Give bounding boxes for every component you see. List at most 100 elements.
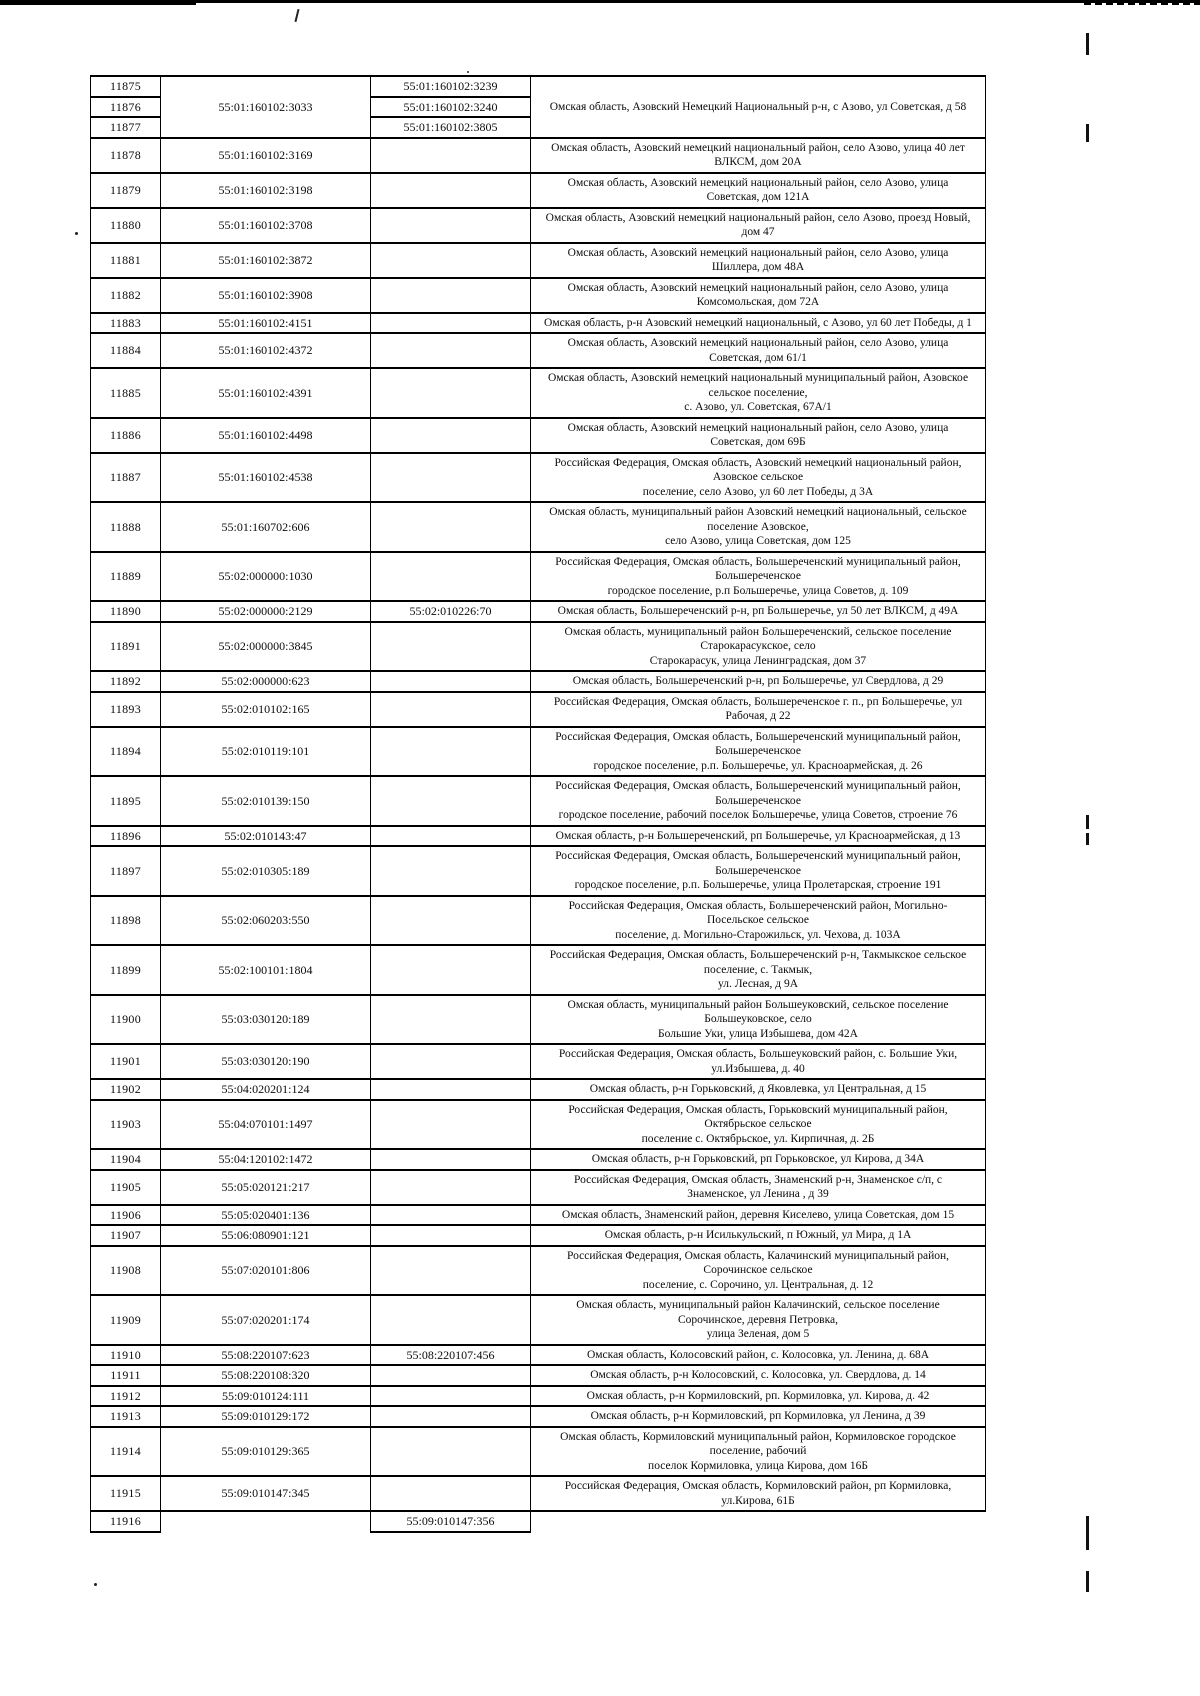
address-cell: Омская область, муниципальный район Боль… — [530, 620, 986, 672]
related-number-cell — [370, 332, 531, 369]
address-cell: Российская Федерация, Омская область, Ка… — [530, 1244, 986, 1296]
address-cell: Омская область, Азовский немецкий национ… — [530, 416, 986, 454]
table-row: 11895 55:02:010139:150 Российская Федераци… — [90, 775, 986, 827]
address-cell: Омская область, Большереченский р-н, рп … — [530, 600, 986, 623]
related-number-cell — [370, 1475, 531, 1512]
cadastral-number-cell: 55:02:010119:101 — [160, 725, 371, 777]
scan-edge-mark — [1086, 33, 1089, 55]
cadastral-number-cell: 55:09:010129:172 — [160, 1405, 371, 1428]
related-number-cell — [370, 1384, 531, 1407]
cadastral-number-cell: 55:03:030120:189 — [160, 993, 371, 1045]
cadastral-number-cell — [160, 1510, 371, 1532]
cadastral-number-cell: 55:02:010143:47 — [160, 824, 371, 847]
cadastral-number-cell: 55:01:160102:3169 — [160, 136, 371, 174]
table-row: 11888 55:01:160702:606 Омская область, мун… — [90, 501, 986, 553]
table-row: 11902 55:04:020201:124 Омская область, р-н… — [90, 1078, 986, 1101]
row-number-cell: 11891 — [90, 620, 161, 672]
scan-speck — [75, 232, 78, 235]
row-number-cell: 11886 — [90, 416, 161, 454]
row-number-cell: 11877 — [90, 116, 161, 139]
cadastral-number-cell: 55:01:160702:606 — [160, 501, 371, 553]
registry-table-container: 11875 55:01:160102:3033 55:01:160102:3239 О… — [90, 75, 986, 1533]
table-row: 11876 55:01:160102:3240 — [90, 95, 986, 118]
address-cell: Российская Федерация, Омская область, Бо… — [530, 845, 986, 897]
related-number-cell — [370, 311, 531, 334]
table-row: 11906 55:05:020401:136 Омская область, Зна… — [90, 1203, 986, 1226]
address-cell: Российская Федерация, Омская область, Аз… — [530, 451, 986, 503]
related-number-cell: 55:01:160102:3240 — [370, 95, 531, 118]
related-number-cell — [370, 1364, 531, 1387]
related-number-cell — [370, 416, 531, 454]
address-cell: Омская область, Азовский немецкий национ… — [530, 206, 986, 244]
row-number-cell: 11880 — [90, 206, 161, 244]
cadastral-number-cell: 55:05:020401:136 — [160, 1203, 371, 1226]
related-number-cell — [370, 845, 531, 897]
table-row: 11913 55:09:010129:172 Омская область, р-н… — [90, 1405, 986, 1428]
related-number-cell — [370, 206, 531, 244]
cadastral-number-cell: 55:02:000000:2129 — [160, 600, 371, 623]
address-cell: Омская область, р-н Кормиловский, рп Кор… — [530, 1405, 986, 1428]
address-cell: Омская область, Азовский немецкий национ… — [530, 367, 986, 419]
scan-dash-artifact — [1084, 0, 1200, 5]
row-number-cell: 11913 — [90, 1405, 161, 1428]
cadastral-number-cell: 55:09:010147:345 — [160, 1475, 371, 1512]
table-row: 11915 55:09:010147:345 Российская Федераци… — [90, 1475, 986, 1512]
address-cell: Российская Федерация, Омская область, Бо… — [530, 775, 986, 827]
related-number-cell — [370, 241, 531, 279]
cadastral-number-cell: 55:01:160102:3708 — [160, 206, 371, 244]
related-number-cell — [370, 501, 531, 553]
table-row: 11877 55:01:160102:3805 — [90, 116, 986, 139]
address-cell: Российская Федерация, Омская область, Бо… — [530, 725, 986, 777]
related-number-cell — [370, 1168, 531, 1206]
related-number-cell — [370, 1425, 531, 1477]
row-number-cell: 11883 — [90, 311, 161, 334]
related-number-cell — [370, 1148, 531, 1171]
related-number-cell — [370, 451, 531, 503]
cadastral-number-cell: 55:08:220108:320 — [160, 1364, 371, 1387]
table-row: 11889 55:02:000000:1030 Российская Федерац… — [90, 550, 986, 602]
row-number-cell: 11882 — [90, 276, 161, 314]
row-number-cell: 11894 — [90, 725, 161, 777]
address-cell: Российская Федерация, Омская область, Бо… — [530, 894, 986, 946]
table-row: 11885 55:01:160102:4391 Омская область, Аз… — [90, 367, 986, 419]
row-number-cell: 11884 — [90, 332, 161, 369]
row-number-cell: 11893 — [90, 690, 161, 728]
table-row: 11905 55:05:020121:217 Российская Федераци… — [90, 1168, 986, 1206]
related-number-cell — [370, 367, 531, 419]
table-row: 11881 55:01:160102:3872 Омская область, Аз… — [90, 241, 986, 279]
table-row: 11878 55:01:160102:3169 Омская область, Аз… — [90, 136, 986, 174]
row-number-cell: 11907 — [90, 1224, 161, 1247]
table-row: 11891 55:02:000000:3845 Омская область, му… — [90, 620, 986, 672]
address-cell: Омская область, муниципальный район Боль… — [530, 993, 986, 1045]
table-row: 11897 55:02:010305:189 Российская Федераци… — [90, 845, 986, 897]
table-row: 11911 55:08:220108:320 Омская область, р-н… — [90, 1364, 986, 1387]
registry-table: 11875 55:01:160102:3033 55:01:160102:3239 О… — [90, 75, 986, 1533]
row-number-cell: 11904 — [90, 1148, 161, 1171]
scan-edge-mark — [1086, 1516, 1089, 1550]
address-cell: Омская область, Азовский немецкий национ… — [530, 241, 986, 279]
table-row: 11896 55:02:010143:47 Омская область, р-н … — [90, 824, 986, 847]
cadastral-number-cell: 55:02:010102:165 — [160, 690, 371, 728]
cadastral-number-cell: 55:07:020201:174 — [160, 1294, 371, 1346]
related-number-cell: 55:08:220107:456 — [370, 1343, 531, 1366]
table-row: 11882 55:01:160102:3908 Омская область, Аз… — [90, 276, 986, 314]
row-number-cell: 11887 — [90, 451, 161, 503]
cadastral-number-cell: 55:02:010139:150 — [160, 775, 371, 827]
row-number-cell: 11881 — [90, 241, 161, 279]
related-number-cell — [370, 276, 531, 314]
address-cell: Омская область, Азовский немецкий национ… — [530, 171, 986, 209]
row-number-cell: 11876 — [90, 95, 161, 118]
cadastral-number-cell: 55:01:160102:4538 — [160, 451, 371, 503]
table-row: 11914 55:09:010129:365 Омская область, Кор… — [90, 1425, 986, 1477]
address-cell: Омская область, Азовский немецкий национ… — [530, 136, 986, 174]
address-cell: Омская область, Большереченский р-н, рп … — [530, 670, 986, 693]
related-number-cell: 55:02:010226:70 — [370, 600, 531, 623]
cadastral-number-cell: 55:01:160102:3198 — [160, 171, 371, 209]
row-number-cell: 11896 — [90, 824, 161, 847]
related-number-cell: 55:01:160102:3239 — [370, 75, 531, 98]
related-number-cell — [370, 775, 531, 827]
address-cell: Омская область, р-н Горьковский, рп Горь… — [530, 1148, 986, 1171]
address-cell: Омская область, муниципальный район Азов… — [530, 501, 986, 553]
table-row: 11886 55:01:160102:4498 Омская область, Аз… — [90, 416, 986, 454]
scan-speck — [94, 1583, 97, 1586]
